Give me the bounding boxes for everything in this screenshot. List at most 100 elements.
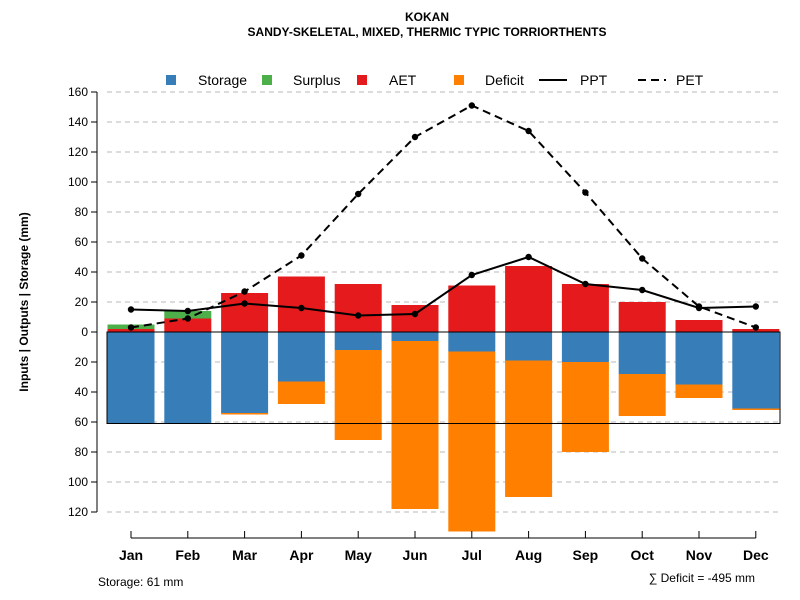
deficit-bar-oct xyxy=(618,374,666,416)
x-tick-label-feb: Feb xyxy=(175,547,200,563)
deficit-bar-jun xyxy=(391,341,439,509)
legend-swatch-deficit xyxy=(454,75,464,85)
x-tick-label-jun: Jun xyxy=(403,547,428,563)
x-tick-label-may: May xyxy=(345,547,372,563)
storage-bar-mar xyxy=(221,332,269,413)
y-tick-label: 20 xyxy=(75,295,89,309)
aet-bar-jun xyxy=(391,305,439,332)
storage-bar-jun xyxy=(391,332,439,341)
legend-swatch-aet xyxy=(357,75,367,85)
storage-bar-apr xyxy=(277,332,325,382)
y-axis: 160 140 120 100 80 60 40 20 0 20 40 60 80 100 120 xyxy=(68,85,98,519)
storage-bar-feb xyxy=(164,332,212,424)
y-tick-label: 140 xyxy=(68,115,88,129)
pet-point-oct xyxy=(639,255,646,262)
aet-bar-mar xyxy=(221,293,269,332)
x-tick-label-dec: Dec xyxy=(743,547,769,563)
deficit-bar-apr xyxy=(277,381,325,404)
y-tick-label: 100 xyxy=(68,175,88,189)
pet-point-mar xyxy=(241,288,248,295)
pet-point-jul xyxy=(468,102,475,109)
storage-bar-sep xyxy=(561,332,609,362)
legend-swatch-surplus xyxy=(262,75,272,85)
y-tick-label: 120 xyxy=(68,505,88,519)
y-tick-label: 60 xyxy=(75,235,89,249)
x-tick-label-oct: Oct xyxy=(631,547,655,563)
y-tick-label: 100 xyxy=(68,475,88,489)
pet-point-jan xyxy=(127,324,135,331)
legend-label-surplus: Surplus xyxy=(293,72,340,88)
surplus-bar-feb xyxy=(164,311,212,319)
bars xyxy=(107,266,780,532)
ppt-point-mar xyxy=(241,300,248,307)
ppt-point-jan xyxy=(127,306,135,313)
ppt-point-sep xyxy=(582,280,589,288)
legend-label-ppt: PPT xyxy=(580,72,608,88)
legend-label-deficit: Deficit xyxy=(485,72,524,88)
y-axis-title: Inputs | Outputs | Storage (mm) xyxy=(17,212,31,391)
storage-bar-may xyxy=(334,332,382,350)
ppt-point-oct xyxy=(639,286,646,294)
aet-bar-aug xyxy=(505,266,553,332)
deficit-footer: ∑ Deficit = -495 mm xyxy=(649,571,755,585)
storage-capacity-box xyxy=(106,331,781,424)
storage-bar-jul xyxy=(448,332,496,352)
aet-bar-sep xyxy=(561,284,609,332)
storage-footer: Storage: 61 mm xyxy=(98,575,183,589)
pet-point-apr xyxy=(298,252,305,259)
pet-point-may xyxy=(355,190,362,198)
ppt-point-aug xyxy=(525,253,532,261)
x-tick-label-mar: Mar xyxy=(232,547,257,563)
ppt-point-apr xyxy=(298,304,305,312)
ppt-point-jul xyxy=(468,271,475,279)
y-tick-label: 80 xyxy=(75,205,89,219)
pet-point-sep xyxy=(582,189,589,196)
deficit-bar-jul xyxy=(448,351,496,532)
ppt-point-jun xyxy=(411,310,419,318)
x-tick-label-jul: Jul xyxy=(462,547,482,563)
y-tick-label: 20 xyxy=(75,355,89,369)
storage-bar-aug xyxy=(505,332,553,361)
y-tick-label: 160 xyxy=(68,85,88,99)
x-tick-label-sep: Sep xyxy=(573,547,599,563)
deficit-bar-aug xyxy=(505,360,553,497)
storage-bar-dec xyxy=(732,332,780,409)
y-tick-label: 40 xyxy=(75,385,89,399)
deficit-bar-nov xyxy=(675,384,723,398)
chart-title: KOKAN xyxy=(405,10,449,24)
deficit-bar-may xyxy=(334,350,382,440)
pet-point-dec xyxy=(752,324,759,331)
legend-label-aet: AET xyxy=(389,72,417,88)
chart-subtitle: SANDY-SKELETAL, MIXED, THERMIC TYPIC TOR… xyxy=(248,25,607,39)
pet-point-nov xyxy=(695,303,703,310)
legend-label-pet: PET xyxy=(676,72,704,88)
y-tick-label: 60 xyxy=(75,415,89,429)
x-tick-label-nov: Nov xyxy=(686,547,713,563)
ppt-point-feb xyxy=(184,307,191,315)
aet-bar-nov xyxy=(675,320,723,332)
storage-bar-nov xyxy=(675,332,723,385)
x-axis: Jan Feb Mar Apr May Jun Jul Aug Sep Oct Nov Dec xyxy=(119,531,769,563)
storage-bar-oct xyxy=(618,332,666,374)
y-tick-label: 0 xyxy=(81,325,88,339)
aet-bar-apr xyxy=(277,276,325,332)
pet-point-jun xyxy=(411,133,419,141)
y-tick-label: 120 xyxy=(68,145,88,159)
aet-bar-oct xyxy=(618,302,666,332)
y-tick-label: 40 xyxy=(75,265,89,279)
legend-label-storage: Storage xyxy=(198,72,247,88)
lines xyxy=(127,102,759,331)
pet-point-feb xyxy=(184,315,191,322)
pet-line xyxy=(130,104,757,329)
pet-point-aug xyxy=(525,127,532,135)
deficit-bar-mar xyxy=(221,413,269,415)
legend: Storage Surplus AET Deficit PPT PET xyxy=(166,72,704,88)
deficit-bar-dec xyxy=(732,408,780,410)
aet-bar-feb xyxy=(164,318,212,332)
gridlines xyxy=(107,91,780,513)
aet-bar-jul xyxy=(448,285,496,332)
y-tick-label: 80 xyxy=(75,445,89,459)
legend-swatch-storage xyxy=(166,75,176,85)
deficit-bar-sep xyxy=(561,362,609,452)
